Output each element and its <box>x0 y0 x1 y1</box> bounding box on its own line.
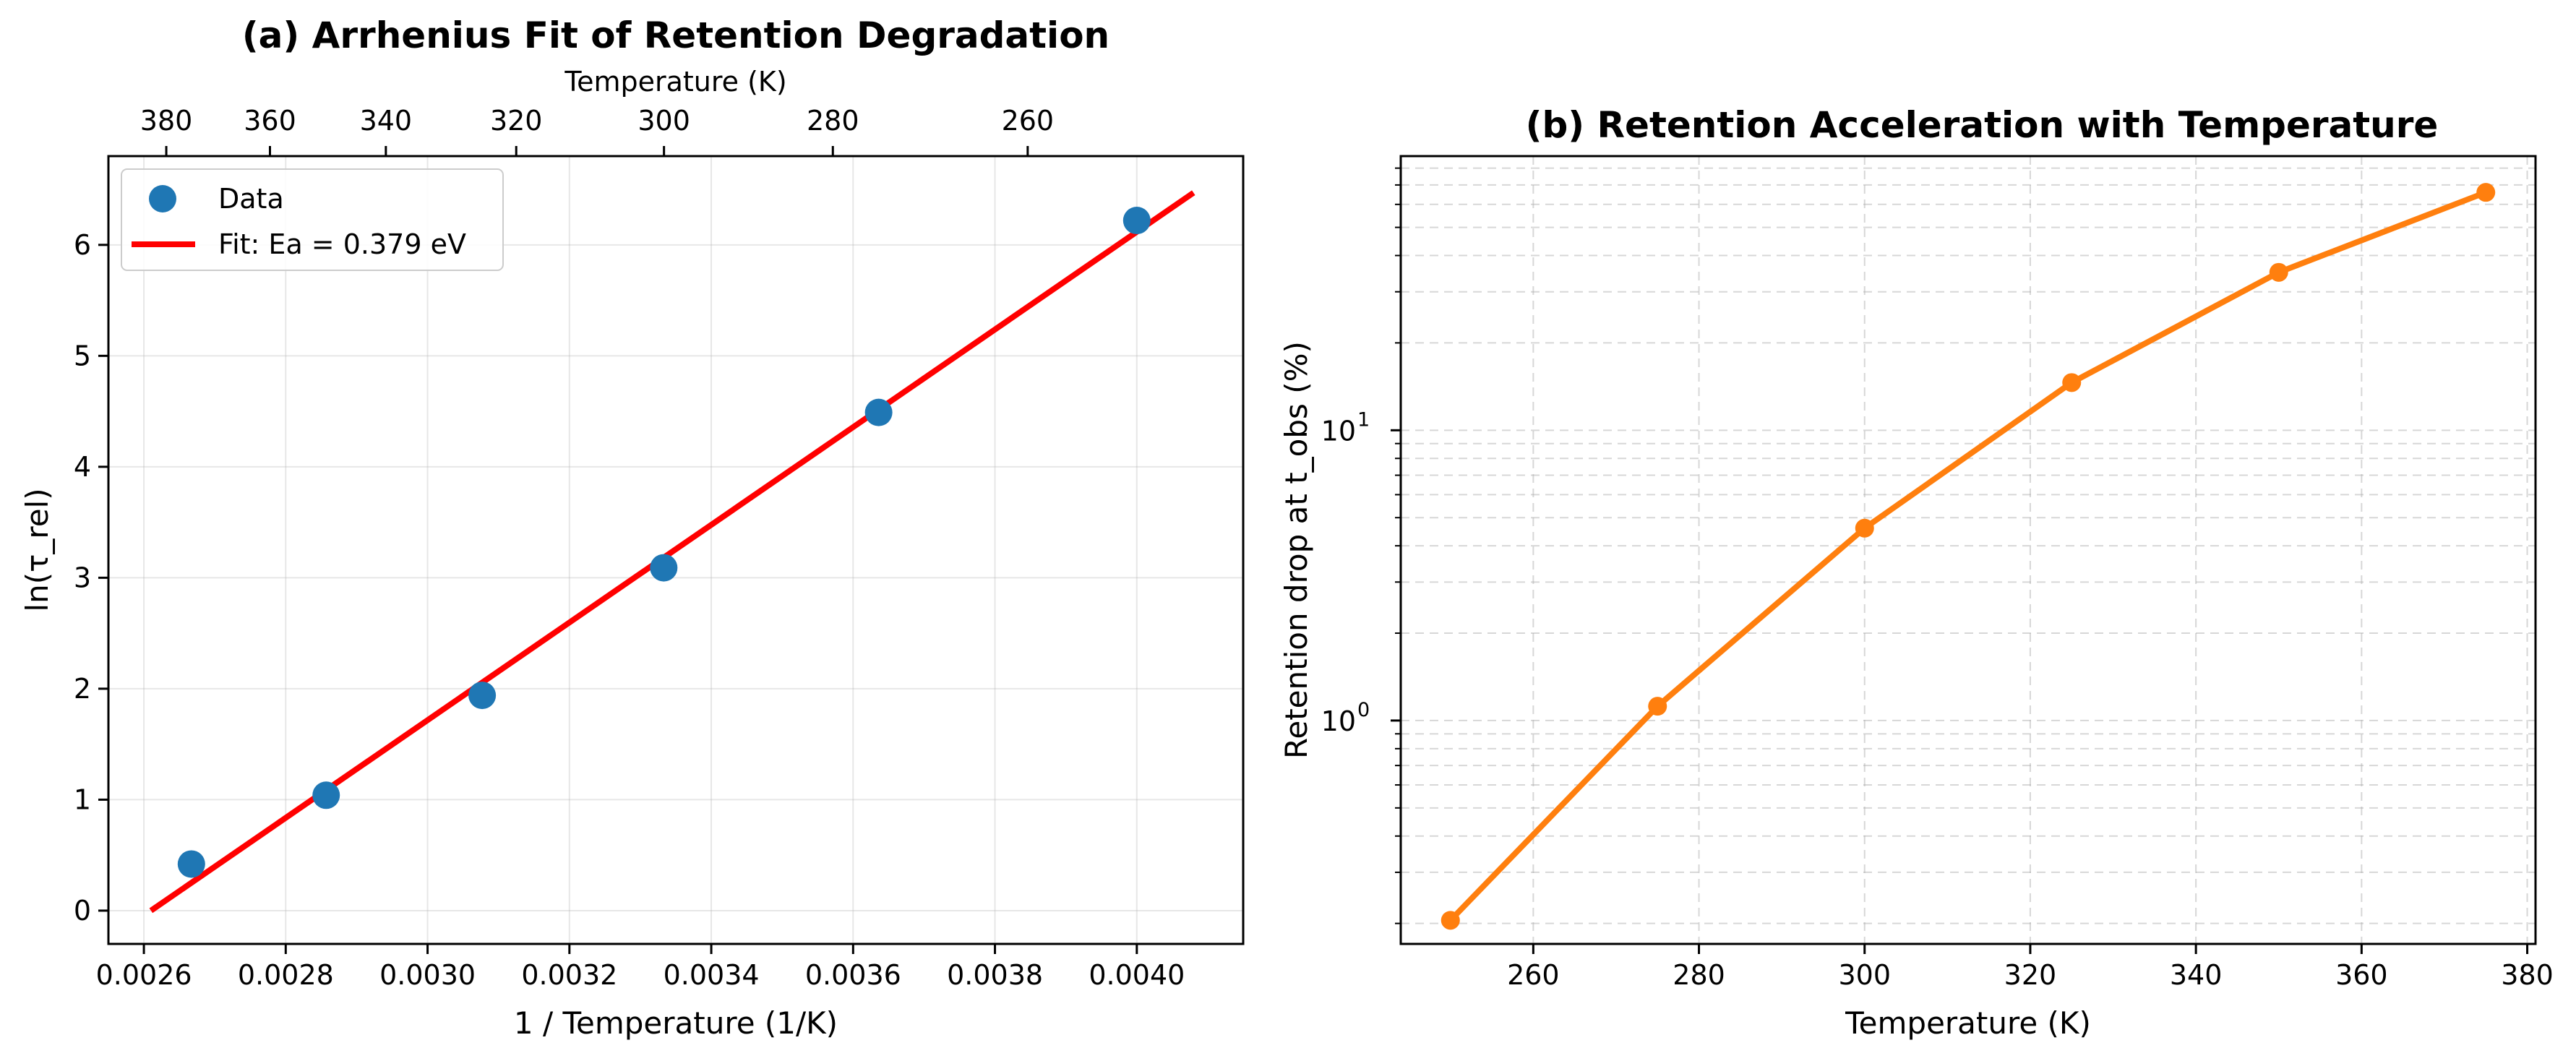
data-point <box>312 781 340 809</box>
panel-a-legend: Data Fit: Ea = 0.379 eV <box>121 168 504 271</box>
panel-a-axes-frame <box>107 155 1245 945</box>
panel-a-top-ticks: 380 360 340 320 300 280 260 <box>140 105 1054 156</box>
y-tick-label: 6 <box>74 229 91 261</box>
panel-a-grid <box>108 156 1243 944</box>
panel-b-y-axis-label: Retention drop at t_obs (%) <box>1279 341 1314 759</box>
data-point <box>1441 911 1460 930</box>
panel-b-series-line <box>1448 189 2487 923</box>
x-tick-label: 260 <box>1507 959 1560 991</box>
panel-a-fit-line <box>149 190 1195 914</box>
panel-b-data-points <box>1441 183 2496 930</box>
x-tick-label: 0.0034 <box>664 959 760 991</box>
x-tick-label: 280 <box>1673 959 1725 991</box>
panel-a-x-ticks: 0.0026 0.0028 0.0030 0.0032 0.0034 0.0036 0.00… <box>96 944 1185 991</box>
legend-data-label: Data <box>218 183 284 215</box>
y-tick-label: 10 <box>1321 415 1356 447</box>
panel-b-title: (b) Retention Acceleration with Temperat… <box>1526 104 2439 146</box>
x-tick-label: 340 <box>2170 959 2223 991</box>
panel-a-data-points <box>177 207 1151 878</box>
x-tick-label: 0.0028 <box>238 959 334 991</box>
y-tick-label: 0 <box>74 895 91 927</box>
panel-a-y-axis-label: ln(τ_rel) <box>20 488 55 611</box>
x-tick-label: 0.0036 <box>805 959 901 991</box>
data-point <box>864 398 893 426</box>
x-tick-label: 380 <box>2501 959 2554 991</box>
x-tick-label: 300 <box>1838 959 1891 991</box>
panel-a-title: (a) Arrhenius Fit of Retention Degradati… <box>242 14 1109 56</box>
panel-a-y-ticks: 0 1 2 3 4 5 6 <box>74 229 108 927</box>
data-point <box>1122 207 1151 235</box>
data-point <box>468 682 497 710</box>
panel-a-x-axis-label: 1 / Temperature (1/K) <box>514 1005 838 1041</box>
panel-b-x-axis-label: Temperature (K) <box>1845 1005 2091 1041</box>
top-tick-label: 380 <box>140 105 193 137</box>
y-tick-label: 3 <box>74 562 91 593</box>
y-tick-exponent: 0 <box>1357 699 1370 721</box>
panel-a: (a) Arrhenius Fit of Retention Degradati… <box>20 14 1245 1041</box>
panel-b-axes-frame <box>1399 155 2537 945</box>
y-tick-label: 10 <box>1321 705 1356 737</box>
series-line <box>1448 189 2487 923</box>
y-tick-label: 1 <box>74 783 91 815</box>
legend-fit-label: Fit: Ea = 0.379 eV <box>218 228 466 260</box>
x-tick-label: 320 <box>2004 959 2057 991</box>
x-tick-label: 0.0038 <box>947 959 1043 991</box>
y-tick-label: 4 <box>74 451 91 483</box>
data-point <box>2476 183 2496 202</box>
legend-data-marker <box>149 185 176 212</box>
top-tick-label: 320 <box>490 105 543 137</box>
y-tick-label: 5 <box>74 340 91 371</box>
x-tick-label: 0.0040 <box>1089 959 1185 991</box>
y-tick-label: 2 <box>74 673 91 705</box>
data-point <box>1855 518 1874 538</box>
data-point <box>177 850 205 878</box>
data-point <box>1648 697 1667 716</box>
data-point <box>2062 373 2082 392</box>
panel-a-top-axis-label: Temperature (K) <box>564 66 786 98</box>
fit-line <box>149 190 1195 914</box>
panel-b-x-ticks: 260 280 300 320 340 360 380 <box>1507 944 2554 991</box>
top-tick-label: 360 <box>244 105 296 137</box>
top-tick-label: 300 <box>637 105 690 137</box>
x-tick-label: 0.0026 <box>96 959 192 991</box>
x-tick-label: 0.0030 <box>379 959 476 991</box>
data-point <box>2269 262 2288 282</box>
data-point <box>650 554 678 582</box>
top-tick-label: 280 <box>807 105 859 137</box>
y-tick-exponent: 1 <box>1357 408 1370 431</box>
x-tick-label: 0.0032 <box>521 959 617 991</box>
legend-box <box>121 168 504 271</box>
panel-b: (b) Retention Acceleration with Temperat… <box>1279 104 2554 1041</box>
top-tick-label: 260 <box>1002 105 1055 137</box>
x-tick-label: 360 <box>2335 959 2388 991</box>
panel-b-grid <box>1401 156 2536 944</box>
top-tick-label: 340 <box>360 105 413 137</box>
